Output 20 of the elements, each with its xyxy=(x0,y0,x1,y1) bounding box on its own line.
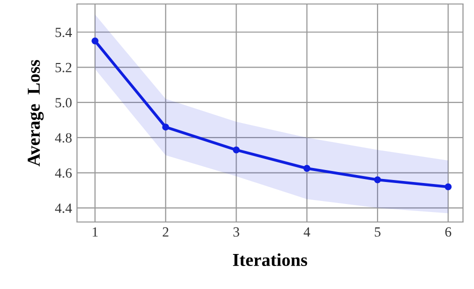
x-tick-label: 6 xyxy=(445,227,452,237)
x-tick-label: 4 xyxy=(304,227,310,236)
y-tick-label: 4.8 xyxy=(55,133,72,143)
point xyxy=(444,183,452,190)
y-tick-label: 4.4 xyxy=(55,204,72,213)
point xyxy=(232,146,240,154)
y-tick-label: 5.4 xyxy=(56,28,72,38)
point xyxy=(162,124,170,131)
y-tick-label: 5.0 xyxy=(56,98,72,108)
y-tick-label: 5.2 xyxy=(56,62,72,72)
point xyxy=(92,37,98,44)
point xyxy=(374,176,382,184)
point xyxy=(303,164,310,172)
x-tick-label: 3 xyxy=(233,227,240,237)
y-axis-title: Average Loss xyxy=(28,60,44,166)
x-tick-label: 1 xyxy=(92,227,98,236)
x-tick-label: 5 xyxy=(374,227,380,237)
x-tick-label: 2 xyxy=(162,227,168,236)
y-tick-label: 4.6 xyxy=(55,168,72,178)
x-axis-title: Iterations xyxy=(233,253,308,266)
